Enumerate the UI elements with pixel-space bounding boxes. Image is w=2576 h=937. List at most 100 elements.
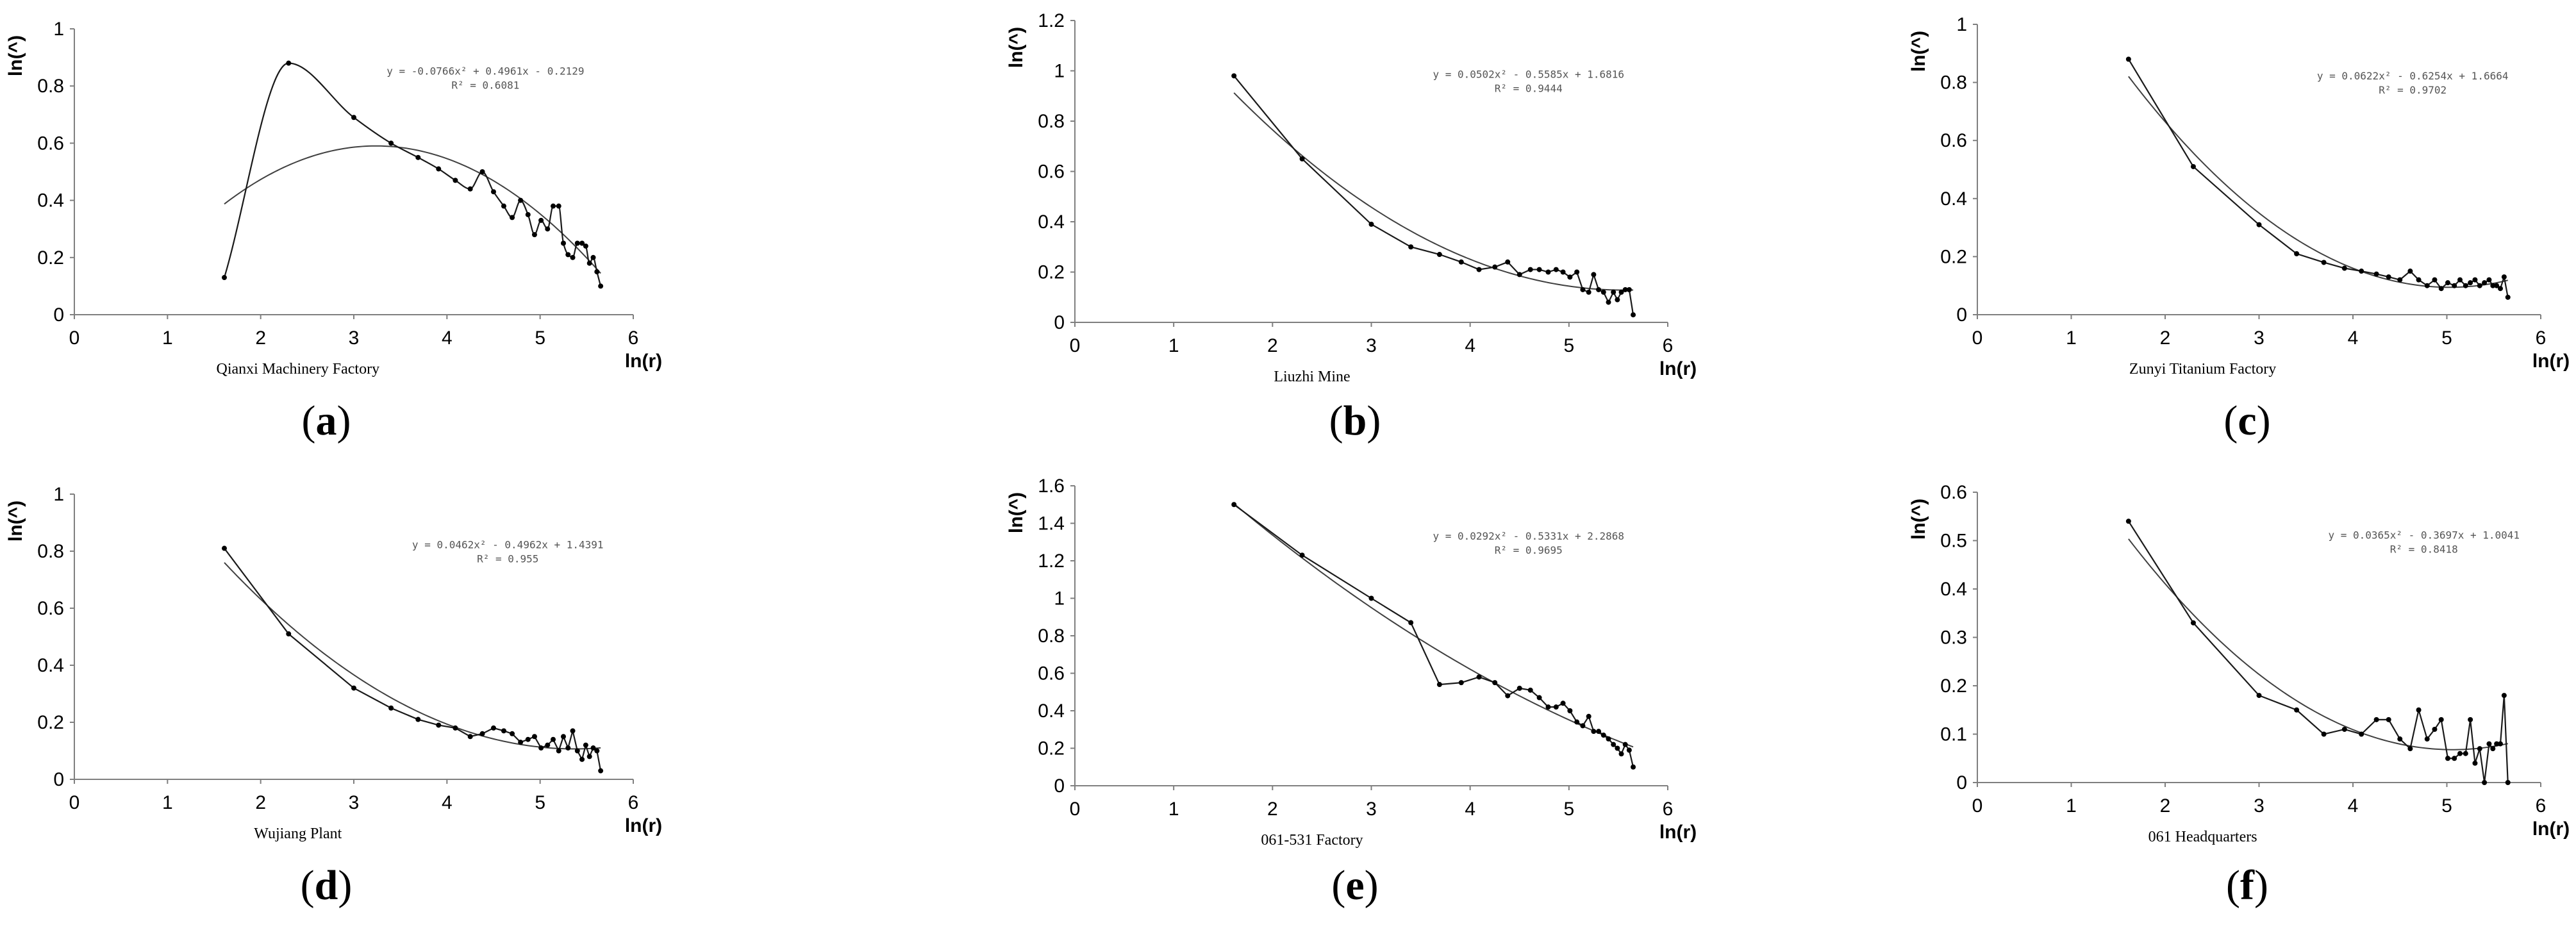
y-tick-label: 0.8 [1940, 72, 1967, 94]
data-point [2477, 746, 2482, 752]
y-tick-label: 1 [1054, 61, 1065, 82]
y-tick-label: 1.6 [1038, 476, 1065, 497]
x-axis-caption: Wujiang Plant [254, 825, 342, 842]
data-point [286, 631, 292, 637]
data-point [1631, 764, 1636, 770]
data-point [2494, 741, 2500, 747]
x-tick-label: 0 [1972, 328, 1983, 349]
data-point [1492, 264, 1498, 270]
data-point [1626, 747, 1632, 753]
data-point [2468, 717, 2473, 722]
data-point [2341, 726, 2347, 732]
x-axis-caption: Zunyi Titanium Factory [2129, 361, 2276, 377]
data-point [1505, 693, 1511, 699]
data-point [531, 232, 537, 238]
data-point [1574, 719, 1580, 725]
x-axis-label: ln(r) [625, 815, 662, 836]
data-point [1600, 733, 1606, 738]
data-point [2486, 741, 2492, 747]
trendline-equation: y = 0.0502x² - 0.5585x + 1.6816 [1433, 68, 1624, 80]
x-tick-label: 3 [1366, 799, 1377, 820]
data-point [2424, 283, 2430, 288]
y-tick-label: 0.4 [1038, 211, 1065, 233]
data-point [510, 731, 515, 736]
data-point [1476, 674, 1482, 680]
data-point [1611, 289, 1616, 295]
x-tick-label: 1 [1168, 799, 1179, 820]
data-point [538, 745, 544, 751]
x-tick-label: 5 [2441, 795, 2452, 817]
y-tick-label: 0.8 [1038, 111, 1065, 132]
data-point [2397, 736, 2403, 742]
data-point [2386, 274, 2391, 280]
data-point [388, 705, 394, 711]
data-point [1606, 299, 1611, 305]
panel-letter: b [1343, 397, 1367, 444]
data-point [538, 217, 544, 223]
data-point [598, 283, 604, 289]
data-point [1591, 729, 1597, 734]
y-tick-label: 1.2 [1038, 10, 1065, 31]
trendline-equation: y = 0.0292x² - 0.5331x + 2.2868 [1433, 530, 1624, 542]
y-tick-label: 0.2 [1940, 676, 1967, 697]
x-tick-label: 5 [1563, 335, 1574, 356]
y-tick-label: 0.8 [1038, 626, 1065, 647]
y-tick-label: 0.2 [1038, 738, 1065, 759]
x-tick-label: 0 [1070, 335, 1081, 356]
chart-panel-d: 0 1 2 3 4 5 6 0 0.2 0.4 0.6 0.8 1 ln(^) ln(r) Wujiang P… [5, 484, 662, 909]
data-point [2490, 283, 2496, 288]
data-point [2498, 286, 2504, 292]
x-tick-label: 3 [349, 328, 360, 349]
chart-panel-b: 0 1 2 3 4 5 6 0 0.2 0.4 0.6 0.8 1 1.2 ln(^) ln(r) Liuzhi… [1006, 10, 1697, 444]
data-point [531, 734, 537, 740]
trendline-r2: R² = 0.9702 [2379, 84, 2447, 96]
data-point [1505, 259, 1511, 265]
x-tick-label: 2 [1267, 799, 1278, 820]
x-tick-label: 2 [2160, 328, 2171, 349]
x-tick-label: 1 [162, 328, 173, 349]
y-axis-label: ln(^) [5, 35, 26, 76]
data-point [2386, 717, 2391, 722]
y-tick-label: 0.3 [1940, 627, 1967, 649]
data-point [2321, 260, 2327, 265]
data-point [2463, 750, 2468, 756]
data-point [2407, 269, 2413, 274]
x-tick-label: 4 [2348, 795, 2359, 817]
data-point [579, 756, 585, 762]
data-point [594, 748, 600, 754]
y-tick-label: 0.8 [37, 541, 64, 562]
data-point [1545, 269, 1551, 275]
x-tick-label: 2 [255, 328, 266, 349]
data-point [556, 748, 561, 754]
data-point [1622, 286, 1628, 292]
data-point [2482, 280, 2488, 286]
data-point [1436, 252, 1442, 258]
data-point [2482, 780, 2488, 785]
y-tick-label: 1 [53, 484, 64, 505]
data-point [2452, 283, 2457, 288]
data-point [415, 717, 421, 722]
data-point [525, 211, 531, 217]
data-point [545, 226, 551, 232]
y-tick-label: 0.2 [37, 247, 64, 269]
polynomial-trendline [224, 145, 601, 274]
x-tick-label: 5 [535, 328, 545, 349]
data-point [583, 243, 588, 249]
data-point [2472, 277, 2478, 283]
y-tick-label: 0 [53, 769, 64, 790]
data-point [1626, 286, 1632, 292]
data-point [1567, 708, 1573, 713]
data-point [2359, 269, 2364, 274]
data-point [2256, 222, 2262, 228]
data-point [221, 275, 227, 281]
data-point [1586, 289, 1591, 295]
x-tick-label: 6 [1663, 335, 1674, 356]
y-axis-label: ln(^) [1006, 492, 1027, 533]
x-tick-label: 3 [2254, 328, 2264, 349]
x-tick-label: 6 [628, 792, 639, 813]
data-point [2341, 265, 2347, 271]
data-point [574, 748, 580, 754]
data-point [351, 685, 356, 691]
panel-label: (f) [2226, 862, 2268, 909]
